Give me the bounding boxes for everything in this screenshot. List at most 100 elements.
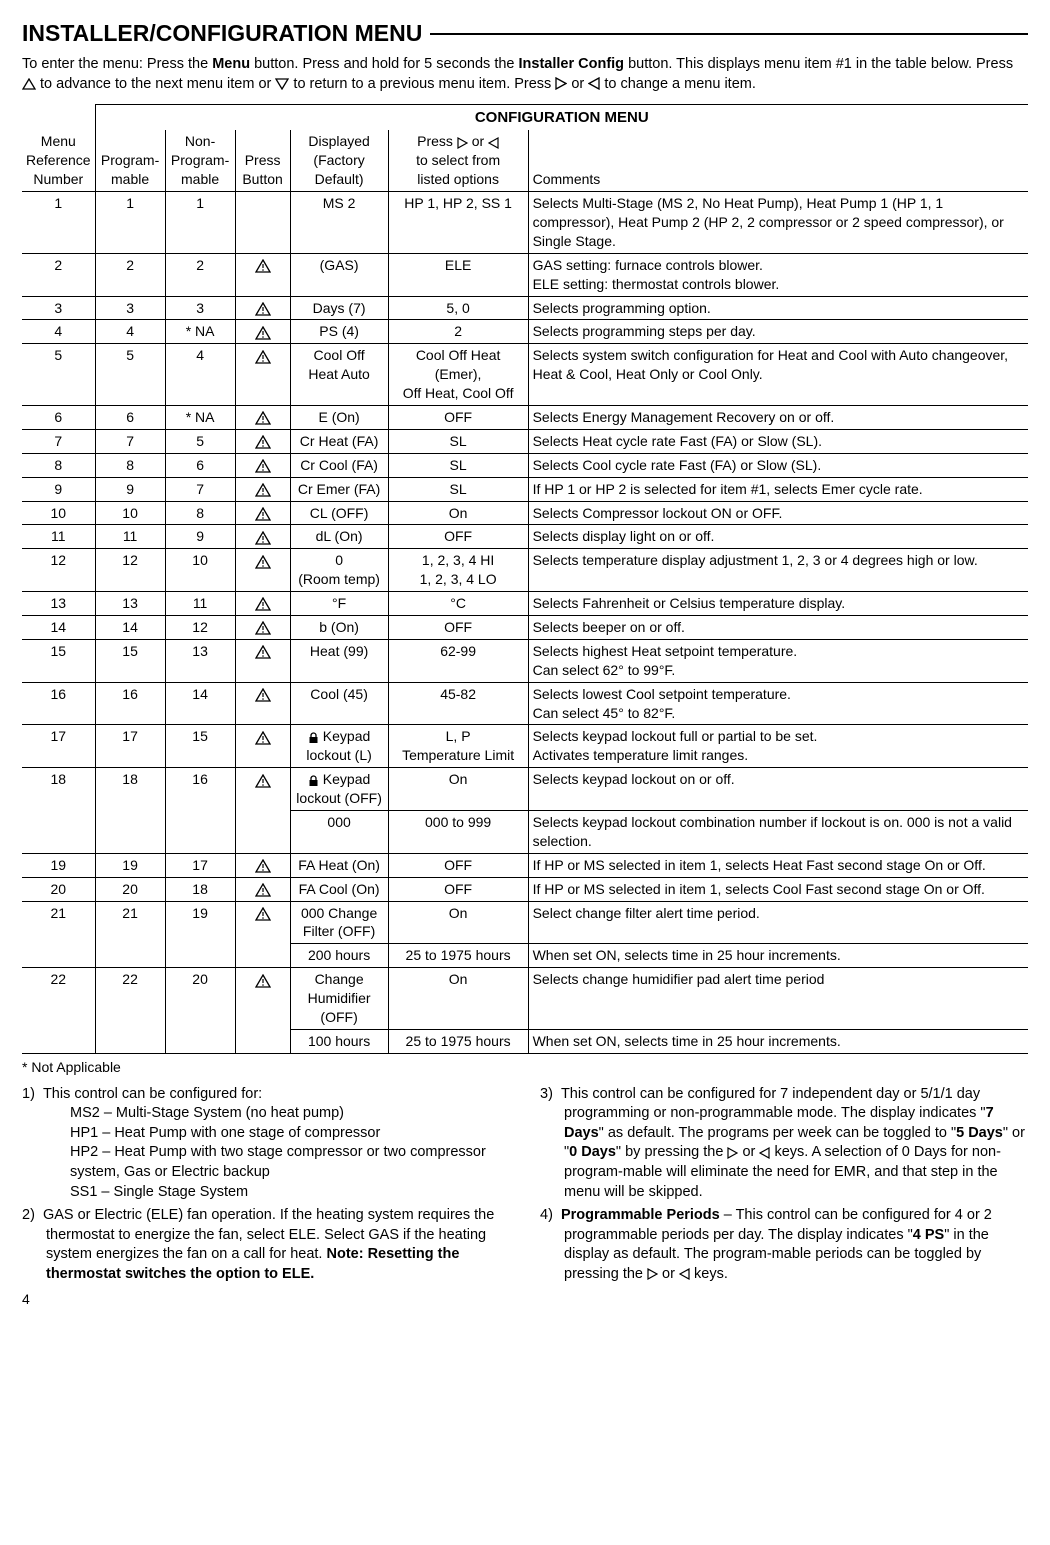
cell-nonprog: 9 [165,525,235,549]
cell-select: OFF [388,525,528,549]
cell-displayed: 000 ChangeFilter (OFF) [290,901,388,944]
right-triangle-icon [555,77,567,90]
notes-right-col: 3) This control can be configured for 7 … [540,1085,1028,1310]
cell-menu-ref: 10 [22,501,95,525]
cell-nonprog: 19 [165,901,235,944]
cell-prog: 10 [95,501,165,525]
warn-triangle-icon [255,483,271,497]
cell-nonprog: 18 [165,877,235,901]
cell-select: On [388,901,528,944]
cell-nonprog: 14 [165,682,235,725]
cell-displayed: Heat (99) [290,639,388,682]
cell-menu-ref: 7 [22,429,95,453]
cell-nonprog: 13 [165,639,235,682]
cell-menu-ref: 4 [22,320,95,344]
cell-prog: 8 [95,453,165,477]
cell-menu-ref: 21 [22,901,95,944]
cell-displayed: Cr Emer (FA) [290,477,388,501]
page-title: INSTALLER/CONFIGURATION MENU [22,18,1028,49]
cell-press-button [235,639,290,682]
warn-triangle-icon [255,507,271,521]
warn-triangle-icon [255,326,271,340]
title-text: INSTALLER/CONFIGURATION MENU [22,18,422,49]
warn-triangle-icon [255,645,271,659]
cell-prog: 11 [95,525,165,549]
cell-comments: Selects Multi-Stage (MS 2, No Heat Pump)… [528,192,1028,254]
cell-nonprog: 12 [165,616,235,640]
cell-comments: Selects temperature display adjustment 1… [528,549,1028,592]
cell-comments: Selects Energy Management Recovery on or… [528,406,1028,430]
cell-displayed: Cool (45) [290,682,388,725]
cell-menu-ref: 5 [22,344,95,406]
table-row: 171715 Keypadlockout (L)L, PTemperature … [22,725,1028,768]
left-triangle-icon [588,77,600,90]
intro-menu: Menu [212,56,250,72]
cell-nonprog: 3 [165,296,235,320]
col-press: PressButton [235,130,290,191]
warn-triangle-icon [255,350,271,364]
cell-press-button [235,344,290,406]
cell-select: 62-99 [388,639,528,682]
cell-displayed: CL (OFF) [290,501,388,525]
note-item: 2) GAS or Electric (ELE) fan operation. … [22,1206,510,1284]
cell-select: OFF [388,877,528,901]
footnote: * Not Applicable [22,1058,1028,1077]
note-item: 3) This control can be configured for 7 … [540,1085,1028,1202]
table-row: 997Cr Emer (FA)SLIf HP 1 or HP 2 is sele… [22,477,1028,501]
cell-displayed: dL (On) [290,525,388,549]
col-displayed: Displayed(FactoryDefault) [290,130,388,191]
cell-displayed: Cr Cool (FA) [290,453,388,477]
cell-displayed: Keypadlockout (OFF) [290,768,388,811]
cell-press-button [235,682,290,725]
cell-press-button [235,429,290,453]
table-row: 333Days (7)5, 0Selects programming optio… [22,296,1028,320]
cell-select: SL [388,429,528,453]
cell-press-button [235,477,290,501]
warn-triangle-icon [255,688,271,702]
warn-triangle-icon [255,974,271,988]
cell-displayed: 000 [290,811,388,854]
cell-comments: If HP or MS selected in item 1, selects … [528,853,1028,877]
left-triangle-icon [679,1268,690,1280]
cell-comments: GAS setting: furnace controls blower.ELE… [528,253,1028,296]
cell-press-button [235,616,290,640]
config-table: CONFIGURATION MENU MenuReferenceNumber P… [22,104,1028,1054]
col-nonprog: Non-Program-mable [165,130,235,191]
cell-select: SL [388,477,528,501]
cell-displayed: °F [290,592,388,616]
cell-nonprog: 5 [165,429,235,453]
cell-select: SL [388,453,528,477]
cell-displayed: FA Cool (On) [290,877,388,901]
cell-displayed: b (On) [290,616,388,640]
cell-nonprog: 15 [165,725,235,768]
intro-t4: to advance to the next menu item or [36,76,275,92]
cell-select: L, PTemperature Limit [388,725,528,768]
cell-press-button [235,877,290,901]
cell-nonprog: 1 [165,192,235,254]
cell-select: On [388,968,528,1030]
cell-menu-ref: 3 [22,296,95,320]
cell-menu-ref: 12 [22,549,95,592]
table-row: 131311°F°CSelects Fahrenheit or Celsius … [22,592,1028,616]
cell-displayed: Days (7) [290,296,388,320]
cell-press-button [235,320,290,344]
cell-nonprog: 16 [165,768,235,811]
cell-select: OFF [388,616,528,640]
intro-t6: or [567,76,588,92]
cell-select: 000 to 999 [388,811,528,854]
cell-comments: Selects beeper on or off. [528,616,1028,640]
col-comments: Comments [528,130,1028,191]
cell-prog: 18 [95,768,165,811]
cell-menu-ref: 2 [22,253,95,296]
cell-comments: Selects keypad lockout combination numbe… [528,811,1028,854]
table-row: 141412b (On)OFFSelects beeper on or off. [22,616,1028,640]
cell-comments: Selects programming steps per day. [528,320,1028,344]
table-subrow: 000000 to 999Selects keypad lockout comb… [22,811,1028,854]
cell-menu-ref: 19 [22,853,95,877]
cell-nonprog: * NA [165,406,235,430]
intro-t5: to return to a previous menu item. Press [289,76,555,92]
cell-prog: 9 [95,477,165,501]
lock-icon [308,732,319,744]
cell-press-button [235,592,290,616]
cell-press-button [235,901,290,944]
